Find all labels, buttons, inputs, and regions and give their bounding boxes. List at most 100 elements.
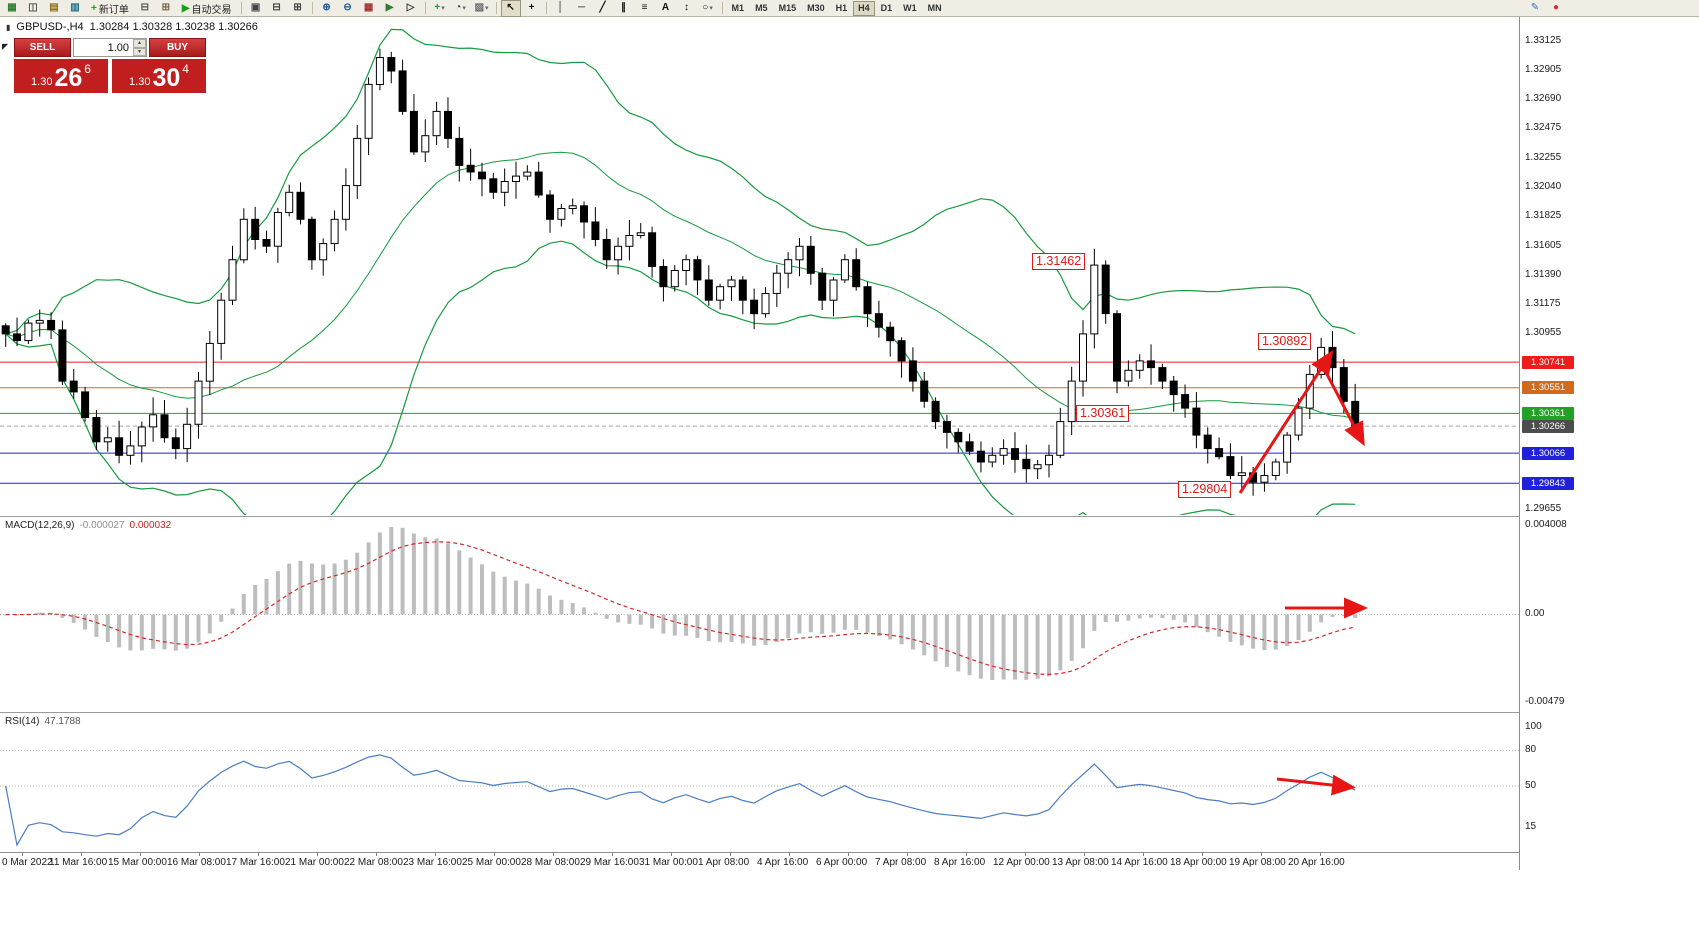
arrows-icon-glyph: ↕ (684, 2, 690, 13)
sell-button[interactable]: SELL (14, 38, 71, 57)
time-axis-tick (1320, 853, 1321, 856)
tile-horizontally-icon[interactable]: ⊟ (267, 0, 287, 17)
volume-value: 1.00 (107, 41, 129, 54)
macd-chart[interactable] (0, 517, 1519, 712)
autotrade-button[interactable]: ▶ 自动交易 (177, 0, 237, 17)
macd-value-main: -0.000027 (79, 520, 125, 531)
shapes-icon[interactable]: ○ ▾ (698, 0, 718, 17)
timeframe-d1[interactable]: D1 (880, 2, 893, 13)
price-axis-label: 1.31390 (1525, 268, 1562, 280)
shapes-icon-dropdown[interactable]: ▾ (709, 4, 713, 12)
timeframe-w1[interactable]: W1 (903, 2, 917, 13)
one-click-trade-panel: ◤ SELL 1.00 ▴ ▾ BUY 1.30 26 6 (2, 38, 206, 93)
timeframe-m15[interactable]: M15 (778, 2, 797, 13)
templates-icon-dropdown[interactable]: ▾ (485, 4, 489, 12)
volume-up-button[interactable]: ▴ (133, 39, 146, 48)
chart-symbol-icon: ▮ (6, 22, 11, 32)
auto-scroll-icon[interactable]: ▶ (380, 0, 400, 17)
market-watch-icon[interactable]: ▤ (44, 0, 64, 17)
rsi-chart[interactable] (0, 713, 1519, 852)
rsi-axis-label: 50 (1525, 779, 1537, 791)
price-panel: ▮ GBPUSD-,H4 1.30284 1.30328 1.30238 1.3… (0, 17, 1519, 515)
chart-shift-icon[interactable]: ▷ (401, 0, 421, 17)
timeframe-h1[interactable]: H1 (835, 2, 848, 13)
macd-name: MACD(12,26,9) (5, 520, 75, 531)
time-axis-label: 22 Mar 08:00 (344, 857, 403, 868)
profiles-icon-glyph: ◫ (28, 2, 38, 13)
time-axis-label: 29 Mar 16:00 (580, 857, 639, 868)
fibonacci-icon[interactable]: ≡ (635, 0, 655, 17)
tile-windows-icon[interactable]: ▦ (359, 0, 379, 17)
crosshair-icon[interactable]: + (522, 0, 542, 17)
data-window-icon[interactable]: ▥ (65, 0, 85, 17)
horizontal-line-icon-glyph: ─ (578, 2, 586, 13)
timeframe-m30[interactable]: M30 (807, 2, 825, 13)
timeframe-mn[interactable]: MN (927, 2, 942, 13)
text-label-icon-glyph: A (661, 2, 670, 13)
quick-edit-icon[interactable]: ✎ (1525, 0, 1545, 17)
time-axis-tick (612, 853, 613, 856)
price-axis-label: 1.32255 (1525, 151, 1562, 163)
sell-price-box[interactable]: 1.30 26 6 (14, 59, 108, 93)
chart-window: ▮ GBPUSD-,H4 1.30284 1.30328 1.30238 1.3… (0, 17, 1577, 870)
buy-button[interactable]: BUY (149, 38, 206, 57)
timeframe-m5[interactable]: M5 (755, 2, 768, 13)
strategy-tester-icon[interactable]: ⊞ (156, 0, 176, 17)
panel-collapse-icon[interactable]: ◤ (2, 42, 9, 51)
price-annotation[interactable]: 1.31462 (1032, 253, 1086, 270)
time-axis-label: 31 Mar 00:00 (639, 857, 698, 868)
new-chart-icon[interactable]: ▦ (2, 0, 22, 17)
zoom-out-icon[interactable]: ⊖ (338, 0, 358, 17)
time-axis-tick (671, 853, 672, 856)
trendline-icon[interactable]: ╱ (593, 0, 613, 17)
trendline-icon-glyph: ╱ (599, 2, 606, 13)
indicators-icon[interactable]: + ▾ (430, 0, 450, 17)
time-axis-label: 12 Apr 00:00 (993, 857, 1050, 868)
rsi-axis-label: 100 (1525, 720, 1542, 732)
zoom-in-icon[interactable]: ⊕ (317, 0, 337, 17)
time-axis[interactable]: 0 Mar 2022 11 Mar 16:00 15 Mar 00:00 16 Mar… (0, 852, 1519, 871)
price-axis-label: 1.31825 (1525, 209, 1562, 221)
alerts-icon[interactable]: ● (1546, 0, 1566, 17)
periods-icon-glyph: ◔ (455, 2, 462, 13)
price-annotation[interactable]: 1.30892 (1258, 333, 1312, 350)
vertical-line-icon[interactable]: │ (551, 0, 571, 17)
strategy-tester-icon-glyph: ⊞ (161, 2, 171, 13)
indicators-icon-dropdown[interactable]: ▾ (441, 4, 445, 12)
price-chart[interactable] (0, 17, 1519, 515)
timeframe-h4[interactable]: H4 (853, 0, 875, 16)
periods-icon[interactable]: ◔ ▾ (451, 0, 471, 17)
buy-price-pips: 30 (152, 64, 181, 93)
market-watch-icon-glyph: ▤ (49, 2, 59, 13)
price-axis[interactable]: 1.33125 1.32905 1.32690 1.32475 1.32255 1.320… (1519, 17, 1577, 870)
timeframe-m1[interactable]: M1 (731, 2, 745, 13)
time-axis-tick (199, 853, 200, 856)
time-axis-label: 4 Apr 16:00 (757, 857, 809, 868)
arrows-icon[interactable]: ↕ (677, 0, 697, 17)
new-order-button[interactable]: + 新订单 (86, 0, 134, 17)
volume-down-button[interactable]: ▾ (133, 47, 146, 56)
periods-icon-dropdown[interactable]: ▾ (462, 4, 466, 12)
equidistant-channel-icon[interactable]: ∥ (614, 0, 634, 17)
macd-axis-label: 0.004008 (1525, 519, 1567, 530)
price-axis-label: 1.33125 (1525, 34, 1562, 46)
main-toolbar: ▦ ◫ ▤ ▥ + 新订单 ⊟ ⊞ ▶ 自动交易 ▣ ⊟ ⊞ ⊕ ⊖ ▦ ▶ ▷ + ▾ ◔ ▾ ▨ ▾ ↖ + │ ─ ╱ ∥ ≡ A ↕ ○ ▾… (0, 0, 1699, 17)
horizontal-line-icon[interactable]: ─ (572, 0, 592, 17)
cascade-windows-icon[interactable]: ▣ (246, 0, 266, 17)
profiles-icon[interactable]: ◫ (23, 0, 43, 17)
price-axis-label: 1.32905 (1525, 64, 1562, 76)
templates-icon-glyph: ▨ (474, 2, 485, 13)
zoom-out-icon-glyph: ⊖ (343, 2, 352, 13)
price-annotation[interactable]: 1.29804 (1178, 481, 1232, 498)
text-label-icon[interactable]: A (656, 0, 676, 17)
tile-vertically-icon[interactable]: ⊞ (288, 0, 308, 17)
cursor-icon[interactable]: ↖ (500, 0, 521, 17)
price-axis-label: 1.31605 (1525, 239, 1562, 251)
price-annotation[interactable]: 1.30361 (1076, 405, 1130, 422)
buy-price-box[interactable]: 1.30 30 4 (112, 59, 206, 93)
terminal-icon[interactable]: ⊟ (135, 0, 155, 17)
rsi-name: RSI(14) (5, 716, 40, 727)
price-axis-label: 1.32040 (1525, 180, 1562, 192)
templates-icon[interactable]: ▨ ▾ (472, 0, 492, 17)
volume-field[interactable]: 1.00 ▴ ▾ (73, 38, 147, 57)
